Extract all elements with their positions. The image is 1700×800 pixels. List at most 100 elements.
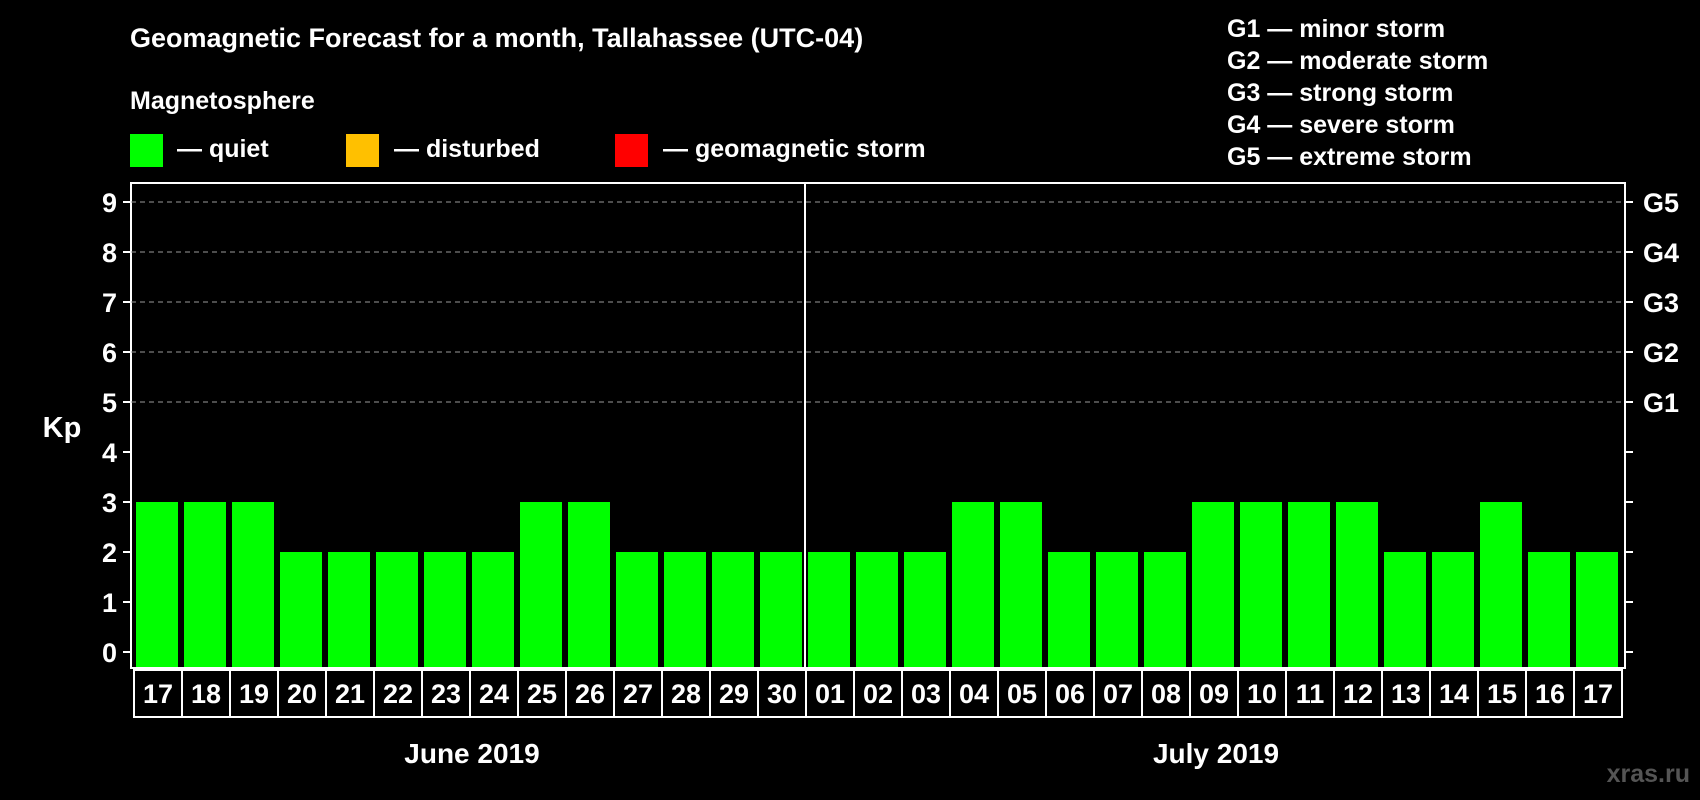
- day-label: 04: [959, 679, 989, 709]
- storm-scale-g5: G5 — extreme storm: [1227, 143, 1472, 171]
- day-label: 21: [335, 679, 365, 709]
- g-scale-label: G2: [1643, 338, 1679, 368]
- g-scale-label: G4: [1643, 238, 1679, 268]
- month-label: June 2019: [404, 738, 539, 769]
- g-scale-label: G3: [1643, 288, 1679, 318]
- day-label: 23: [431, 679, 461, 709]
- bar: [1192, 502, 1234, 667]
- storm-scale-g3: G3 — strong storm: [1227, 79, 1453, 107]
- day-label: 03: [911, 679, 941, 709]
- chart-title: Geomagnetic Forecast for a month, Tallah…: [130, 23, 863, 53]
- legend-label-disturbed: — disturbed: [394, 135, 540, 163]
- y-tick-label: 6: [102, 338, 117, 368]
- legend-swatch-disturbed: [346, 134, 379, 167]
- y-axis-label: Kp: [43, 412, 82, 444]
- g-scale-label: G5: [1643, 188, 1679, 218]
- day-label: 12: [1343, 679, 1373, 709]
- bar: [424, 552, 466, 667]
- day-label: 18: [191, 679, 221, 709]
- day-label: 30: [767, 679, 797, 709]
- day-label: 25: [527, 679, 557, 709]
- bar: [232, 502, 274, 667]
- day-label: 11: [1296, 679, 1325, 709]
- day-label: 14: [1439, 679, 1469, 709]
- legend-swatch-quiet: [130, 134, 163, 167]
- grid-lines: [131, 201, 1625, 403]
- day-label: 19: [239, 679, 269, 709]
- storm-scale-g1: G1 — minor storm: [1227, 15, 1445, 43]
- bar: [616, 552, 658, 667]
- day-label: 15: [1487, 679, 1517, 709]
- y-tick-label: 2: [102, 538, 117, 568]
- bar: [1384, 552, 1426, 667]
- y-tick-label: 5: [102, 388, 117, 418]
- y-tick-label: 0: [102, 638, 117, 668]
- day-label: 16: [1535, 679, 1565, 709]
- bar: [712, 552, 754, 667]
- bar: [808, 552, 850, 667]
- day-label: 06: [1055, 679, 1085, 709]
- storm-scale-g2: G2 — moderate storm: [1227, 47, 1488, 75]
- y-tick-label: 3: [102, 488, 117, 518]
- storm-scale-g4: G4 — severe storm: [1227, 111, 1455, 139]
- day-label: 20: [287, 679, 317, 709]
- g-scale-axis: G1 G2 G3 G4 G5: [1625, 188, 1679, 653]
- day-label: 17: [143, 679, 173, 709]
- bar: [760, 552, 802, 667]
- bar: [280, 552, 322, 667]
- y-tick-label: 1: [102, 588, 117, 618]
- bar: [856, 552, 898, 667]
- bar: [1096, 552, 1138, 667]
- storm-scale: G1 — minor storm G2 — moderate storm G3 …: [1227, 15, 1488, 171]
- day-label: 29: [719, 679, 749, 709]
- day-label: 22: [383, 679, 413, 709]
- day-label: 02: [863, 679, 893, 709]
- bars: [136, 502, 1618, 667]
- day-label: 07: [1103, 679, 1133, 709]
- bar: [136, 502, 178, 667]
- day-label: 10: [1247, 679, 1277, 709]
- bar: [568, 502, 610, 667]
- day-label: 05: [1007, 679, 1037, 709]
- y-tick-label: 4: [102, 438, 117, 468]
- bar: [1144, 552, 1186, 667]
- bar: [1432, 552, 1474, 667]
- plot-frame: [130, 182, 1626, 669]
- bar: [1480, 502, 1522, 667]
- y-axis: 0 1 2 3 4 5 6 7 8 9: [102, 188, 131, 668]
- x-axis: 17 18 19 20 21 22 23 24 25 26 27 28 29 30 01 02 03 04 05 06…: [133, 669, 1623, 718]
- day-label: 08: [1151, 679, 1181, 709]
- y-tick-label: 9: [102, 188, 117, 218]
- day-label: 28: [671, 679, 701, 709]
- month-labels: June 2019 July 2019: [404, 738, 1279, 769]
- legend-swatch-storm: [615, 134, 648, 167]
- g-scale-label: G1: [1643, 388, 1679, 418]
- bar: [1240, 502, 1282, 667]
- day-label: 17: [1583, 679, 1613, 709]
- y-tick-label: 7: [102, 288, 117, 318]
- bar: [664, 552, 706, 667]
- bar: [952, 502, 994, 667]
- month-label: July 2019: [1153, 738, 1279, 769]
- bar: [1288, 502, 1330, 667]
- bar: [184, 502, 226, 667]
- bar: [472, 552, 514, 667]
- bar: [904, 552, 946, 667]
- bar: [1336, 502, 1378, 667]
- watermark: xras.ru: [1607, 760, 1690, 788]
- bar: [1048, 552, 1090, 667]
- bar: [520, 502, 562, 667]
- legend-label-quiet: — quiet: [177, 135, 269, 163]
- bar: [1000, 502, 1042, 667]
- bar: [1528, 552, 1570, 667]
- legend-label-storm: — geomagnetic storm: [663, 135, 926, 163]
- day-label: 27: [623, 679, 653, 709]
- day-label: 01: [815, 679, 845, 709]
- day-label: 13: [1391, 679, 1421, 709]
- legend-heading: Magnetosphere: [130, 87, 315, 115]
- day-label: 26: [575, 679, 605, 709]
- day-label: 09: [1199, 679, 1229, 709]
- bar: [1576, 552, 1618, 667]
- day-cell: [1573, 669, 1623, 718]
